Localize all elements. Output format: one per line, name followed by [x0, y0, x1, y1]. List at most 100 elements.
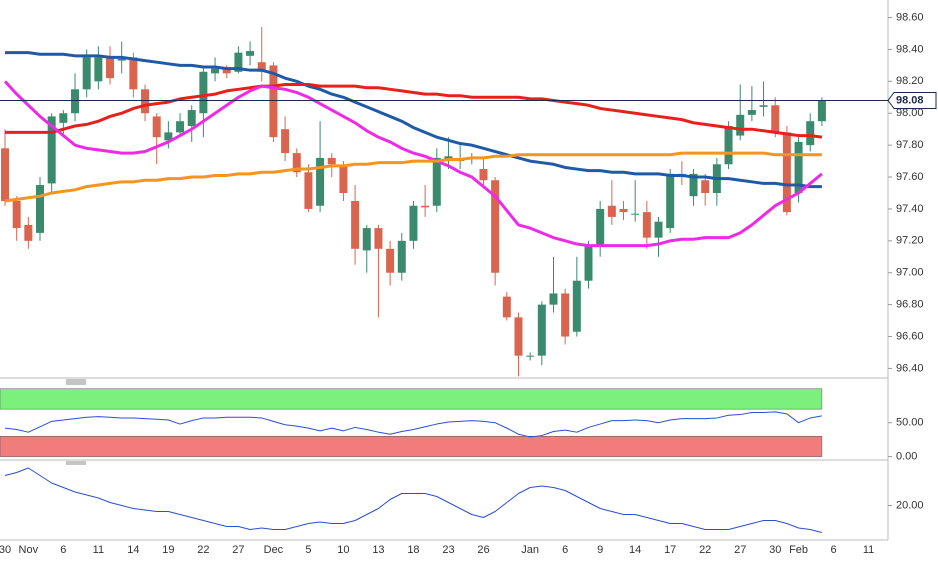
- candle-body: [537, 304, 546, 356]
- candle-body: [747, 110, 756, 115]
- y-tick-label: 96.40: [896, 362, 924, 374]
- indicator-band: [0, 436, 823, 457]
- candle-body: [794, 141, 803, 193]
- y-tick-label: 97.60: [896, 171, 924, 183]
- candle-body: [561, 293, 570, 337]
- y-tick-label: 98.60: [896, 11, 924, 23]
- x-tick-label: 6: [562, 544, 568, 556]
- y-tick-label: 97.20: [896, 235, 924, 247]
- y-tick-label: 97.80: [896, 139, 924, 151]
- candle-body: [631, 213, 640, 215]
- candle-body: [71, 89, 80, 114]
- candle-body: [386, 248, 395, 273]
- candle-body: [724, 126, 733, 165]
- x-tick-label: 23: [442, 544, 454, 556]
- x-tick-label: Feb: [789, 544, 808, 556]
- x-tick-label: Dec: [264, 544, 284, 556]
- y-tick-label: 98.20: [896, 75, 924, 87]
- indicator-line: [3, 80, 823, 248]
- x-tick-label: 27: [734, 544, 746, 556]
- candle-body: [514, 317, 523, 356]
- candle-body: [771, 105, 780, 133]
- candle-body: [817, 100, 826, 122]
- candle-body: [106, 57, 115, 79]
- y-tick-label: 96.80: [896, 299, 924, 311]
- candle-body: [619, 208, 628, 213]
- candle-body: [24, 224, 33, 241]
- x-tick-label: 6: [60, 544, 66, 556]
- candle-body: [572, 280, 581, 332]
- candle-body: [1, 148, 9, 201]
- candle-body: [12, 200, 21, 229]
- x-tick-label: 26: [477, 544, 489, 556]
- candle-body: [596, 208, 605, 246]
- x-tick-label: 14: [629, 544, 641, 556]
- y-tick-label: 98.00: [896, 107, 924, 119]
- candle-body: [292, 153, 301, 173]
- candle-body: [549, 293, 558, 305]
- y-tick-label: 97.40: [896, 203, 924, 215]
- indicator-line: [5, 51, 822, 189]
- y-tick-label: 98.40: [896, 43, 924, 55]
- candle-body: [211, 68, 220, 74]
- x-tick-label: 6: [831, 544, 837, 556]
- candle-body: [316, 157, 325, 206]
- candle-body: [281, 129, 290, 154]
- candle-body: [164, 132, 173, 141]
- candle-body: [152, 116, 161, 138]
- x-tick-label: 27: [232, 544, 244, 556]
- candle-body: [269, 65, 278, 138]
- candle-body: [176, 121, 185, 133]
- indicator-line: [5, 83, 823, 139]
- candle-body: [806, 121, 815, 146]
- candle-body: [421, 205, 430, 208]
- y-tick-label: 20.00: [896, 499, 924, 511]
- candle-body: [257, 62, 266, 72]
- candle-body: [304, 172, 313, 209]
- x-tick-label: Nov: [19, 544, 39, 556]
- indicator-line: [4, 151, 822, 203]
- indicator-line: [4, 467, 823, 533]
- indicator-band: [0, 388, 823, 410]
- candle-body: [141, 89, 150, 114]
- x-tick-label: 11: [863, 544, 874, 556]
- candle-body: [82, 57, 91, 90]
- x-tick-label: 18: [407, 544, 419, 556]
- candle-body: [491, 180, 500, 273]
- candle-body: [351, 200, 360, 249]
- candle-body: [736, 114, 745, 136]
- candle-body: [129, 57, 138, 90]
- candle-body: [526, 355, 535, 357]
- candle-body: [759, 105, 768, 107]
- candle-body: [397, 240, 406, 273]
- x-tick-label: 22: [197, 544, 209, 556]
- candle-body: [666, 173, 675, 229]
- candle-body: [689, 173, 698, 197]
- candle-body: [584, 245, 593, 281]
- candle-body: [374, 228, 383, 249]
- candle-body: [222, 68, 231, 74]
- candle-body: [117, 59, 126, 61]
- candle-body: [502, 296, 511, 318]
- x-tick-label: 11: [93, 544, 104, 556]
- candle-body: [246, 51, 255, 56]
- candle-body: [94, 57, 103, 82]
- candle-body: [479, 169, 488, 181]
- x-tick-label: 22: [699, 544, 711, 556]
- y-tick-label: 0.00: [896, 451, 917, 463]
- x-tick-label: 5: [305, 544, 311, 556]
- x-tick-label: 13: [372, 544, 384, 556]
- y-tick-label: 96.60: [896, 330, 924, 342]
- x-tick-label: 19: [162, 544, 174, 556]
- x-tick-label: Jan: [521, 544, 539, 556]
- candle-body: [234, 52, 243, 72]
- candle-body: [327, 157, 336, 165]
- candle-body: [339, 165, 348, 193]
- candle-body: [409, 205, 418, 241]
- y-tick-label: 50.00: [896, 417, 924, 429]
- x-tick-label: 30: [769, 544, 781, 556]
- x-tick-label: 10: [337, 544, 349, 556]
- x-tick-label: 17: [664, 544, 676, 556]
